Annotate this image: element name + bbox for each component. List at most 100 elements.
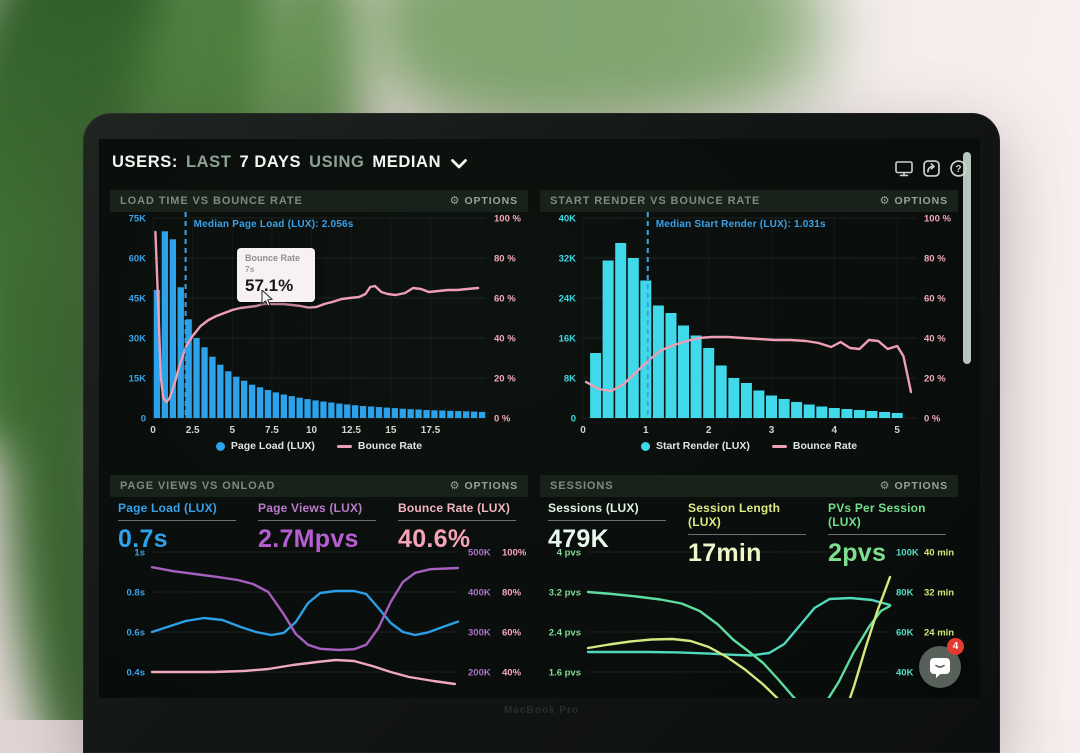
laptop-brand-label: MacBook Pro [504,705,579,716]
svg-text:16K: 16K [559,334,577,345]
svg-text:40 %: 40 % [494,334,516,345]
svg-text:100 %: 100 % [494,214,521,225]
panel-header: START RENDER VS BOUNCE RATE ⚙ OPTIONS [540,190,958,212]
svg-text:20 %: 20 % [494,374,516,385]
legend-line-swatch [771,444,787,448]
stat-pvs-per-session-lux-: PVs Per Session (LUX) 2pvs [828,501,953,568]
svg-text:80%: 80% [502,588,522,599]
chat-bubble-icon [930,657,950,678]
svg-text:0.4s: 0.4s [127,668,146,679]
svg-text:1.6 pvs: 1.6 pvs [549,668,581,679]
svg-text:0: 0 [141,414,146,425]
svg-text:0.6s: 0.6s [127,628,146,639]
notification-badge: 4 [947,638,964,655]
panel-title: START RENDER VS BOUNCE RATE [550,195,761,207]
svg-text:1: 1 [643,425,649,436]
svg-text:500K: 500K [468,548,491,559]
options-button[interactable]: ⚙ OPTIONS [449,194,518,207]
panel-header: SESSIONS ⚙ OPTIONS [540,475,958,497]
svg-text:Median Start Render (LUX): 1.0: Median Start Render (LUX): 1.031s [656,219,826,230]
header-segment: USING [309,153,365,171]
chart-start-render-vs-bounce-rate: 0 1 2 3 4 5 40K 32K 24K 16K 8K 0 100 % 80 % 60 % 40 % 20… [559,212,951,436]
panel-title: LOAD TIME VS BOUNCE RATE [120,195,303,207]
svg-text:0: 0 [580,425,586,436]
svg-text:17.5: 17.5 [421,425,441,436]
svg-text:0.8s: 0.8s [127,588,146,599]
panel-title: PAGE VIEWS VS ONLOAD [120,480,276,492]
panel-header: LOAD TIME VS BOUNCE RATE ⚙ OPTIONS [110,190,528,212]
svg-text:40K: 40K [896,668,914,679]
svg-text:32K: 32K [559,254,577,265]
svg-text:60K: 60K [896,628,914,639]
gear-icon: ⚙ [449,194,460,207]
svg-text:80K: 80K [896,588,914,599]
svg-text:60 %: 60 % [494,294,516,305]
header-prefix: USERS: [112,153,178,171]
svg-text:8K: 8K [564,374,576,385]
chevron-down-icon [451,158,467,168]
panel-sessions: SESSIONS ⚙ OPTIONS 4 pvs 3.2 pvs 2.4 pvs 1.… [540,475,958,698]
stat-session-length-lux-: Session Length (LUX) 17min [688,501,813,568]
svg-text:0 %: 0 % [494,414,511,425]
svg-text:2.4 pvs: 2.4 pvs [549,628,581,639]
legend-dot-swatch [215,441,225,451]
chart-page-views-vs-onload: 1s 0.8s 0.6s 0.4s 500K 400K 300K 200K 100% 80% 60%… [127,548,527,686]
svg-text:60K: 60K [129,254,147,265]
scrollbar-thumb[interactable] [963,152,971,364]
header-segment: 7 DAYS [239,153,302,171]
panel-title: SESSIONS [550,480,614,492]
users-range-dropdown[interactable]: USERS: LAST 7 DAYS USING MEDIAN [112,153,467,172]
svg-text:10: 10 [306,425,318,436]
svg-text:15: 15 [385,425,397,436]
laptop-bezel: USERS: LAST 7 DAYS USING MEDIAN ? LOAD TIME… [83,113,1000,753]
options-button[interactable]: ⚙ OPTIONS [879,479,948,492]
stat-page-views-lux-: Page Views (LUX) 2.7Mpvs [258,501,383,554]
dashboard-screen: USERS: LAST 7 DAYS USING MEDIAN ? LOAD TIME… [99,139,980,698]
legend-line-swatch [336,444,352,448]
panel-load-time-vs-bounce-rate: LOAD TIME VS BOUNCE RATE ⚙ OPTIONS 0 2.5 5… [110,190,528,462]
svg-text:0: 0 [571,414,576,425]
share-icon[interactable] [922,160,940,177]
svg-text:75K: 75K [129,214,147,225]
background-photo [0,0,840,720]
svg-text:80 %: 80 % [924,254,946,265]
gear-icon: ⚙ [879,479,890,492]
svg-text:4 pvs: 4 pvs [557,548,581,559]
panel-header: PAGE VIEWS VS ONLOAD ⚙ OPTIONS [110,475,528,497]
svg-text:5: 5 [894,425,900,436]
chart-legend: Page Load (LUX) Bounce Rate [110,440,528,452]
chart-sessions: 4 pvs 3.2 pvs 2.4 pvs 1.6 pvs 100K 80K 60K 40K 4… [549,548,954,698]
svg-text:Median Page Load (LUX): 2.056s: Median Page Load (LUX): 2.056s [194,219,354,230]
svg-text:7.5: 7.5 [265,425,279,436]
svg-text:24 min: 24 min [924,628,954,639]
panel-start-render-vs-bounce-rate: START RENDER VS BOUNCE RATE ⚙ OPTIONS 0 1… [540,190,958,462]
svg-text:45K: 45K [129,294,147,305]
gear-icon: ⚙ [879,194,890,207]
svg-text:60%: 60% [502,628,522,639]
svg-text:40 min: 40 min [924,548,954,559]
stat-page-load-lux-: Page Load (LUX) 0.7s [118,501,243,554]
legend-item[interactable]: Bounce Rate [771,440,857,452]
stat-bounce-rate-lux-: Bounce Rate (LUX) 40.6% [398,501,523,554]
options-button[interactable]: ⚙ OPTIONS [879,194,948,207]
mouse-cursor [261,290,274,307]
svg-text:0: 0 [150,425,156,436]
svg-text:60 %: 60 % [924,294,946,305]
legend-item[interactable]: Start Render (LUX) [640,440,750,452]
header-segments: LAST 7 DAYS USING MEDIAN [186,153,441,172]
svg-text:300K: 300K [468,628,491,639]
svg-text:2.5: 2.5 [186,425,200,436]
legend-item[interactable]: Page Load (LUX) [215,440,315,452]
svg-text:12.5: 12.5 [341,425,361,436]
svg-text:24K: 24K [559,294,577,305]
svg-text:?: ? [955,164,961,175]
svg-text:32 min: 32 min [924,588,954,599]
monitor-icon[interactable] [895,160,913,177]
svg-text:80 %: 80 % [494,254,516,265]
header-segment: MEDIAN [372,153,442,171]
options-button[interactable]: ⚙ OPTIONS [449,479,518,492]
svg-text:1s: 1s [134,548,145,559]
legend-item[interactable]: Bounce Rate [336,440,422,452]
svg-text:100 %: 100 % [924,214,951,225]
svg-text:30K: 30K [129,334,147,345]
